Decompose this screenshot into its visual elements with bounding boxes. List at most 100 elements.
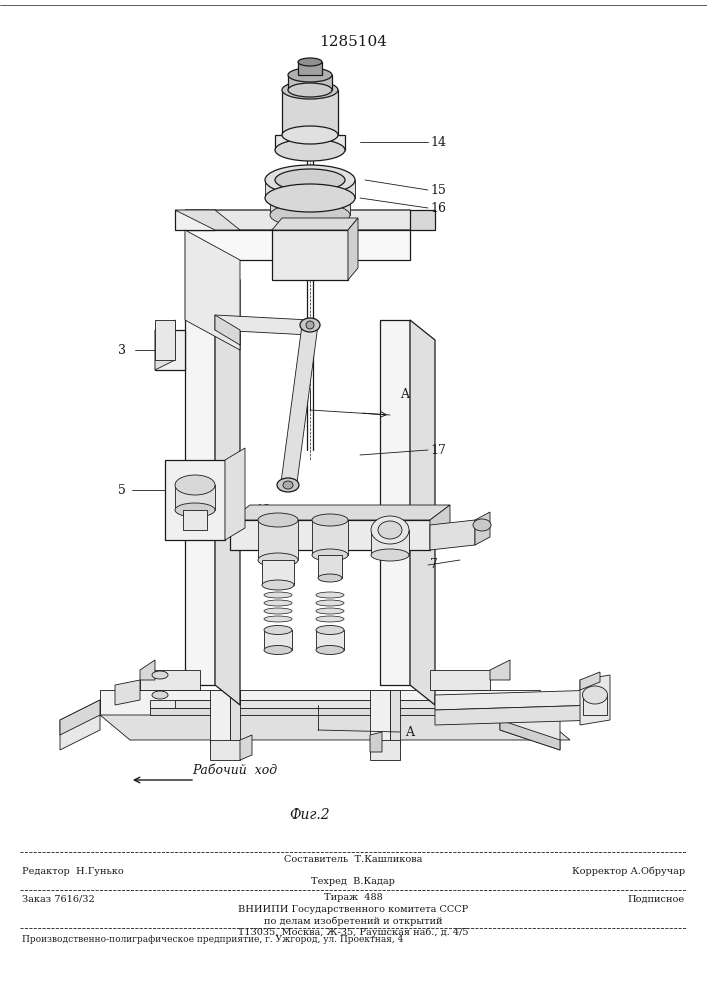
Polygon shape — [430, 670, 490, 690]
Polygon shape — [150, 708, 500, 715]
Polygon shape — [60, 700, 100, 735]
Ellipse shape — [264, 592, 292, 598]
Polygon shape — [140, 670, 200, 690]
Polygon shape — [583, 695, 607, 715]
Polygon shape — [435, 690, 600, 710]
Ellipse shape — [318, 574, 342, 582]
Polygon shape — [215, 315, 240, 345]
Polygon shape — [265, 180, 355, 198]
Text: A: A — [400, 388, 409, 401]
Polygon shape — [264, 630, 292, 650]
Polygon shape — [175, 485, 215, 510]
Ellipse shape — [316, 646, 344, 654]
Polygon shape — [240, 735, 252, 760]
Ellipse shape — [371, 549, 409, 561]
Ellipse shape — [298, 58, 322, 66]
Ellipse shape — [316, 608, 344, 614]
Ellipse shape — [282, 81, 338, 99]
Ellipse shape — [275, 169, 345, 191]
Text: 113035, Москва, Ж-35, Раушская наб., д. 4/5: 113035, Москва, Ж-35, Раушская наб., д. … — [238, 927, 468, 937]
Text: 5: 5 — [118, 484, 126, 496]
Ellipse shape — [316, 626, 344, 635]
Ellipse shape — [152, 671, 168, 679]
Polygon shape — [430, 505, 450, 550]
Ellipse shape — [152, 691, 168, 699]
Polygon shape — [275, 135, 345, 150]
Text: 3: 3 — [118, 344, 126, 357]
Text: Редактор  Н.Гунько: Редактор Н.Гунько — [22, 866, 124, 876]
Ellipse shape — [265, 184, 355, 212]
Polygon shape — [215, 315, 310, 335]
Ellipse shape — [316, 600, 344, 606]
Ellipse shape — [270, 203, 350, 227]
Text: Рабочий  ход: Рабочий ход — [192, 764, 278, 776]
Polygon shape — [280, 325, 318, 490]
Polygon shape — [288, 75, 332, 90]
Ellipse shape — [264, 608, 292, 614]
Text: 6: 6 — [430, 538, 438, 552]
Polygon shape — [272, 218, 358, 230]
Polygon shape — [270, 200, 350, 215]
Polygon shape — [370, 740, 400, 760]
Text: 7: 7 — [430, 558, 438, 572]
Text: Составитель  Т.Кашликова: Составитель Т.Кашликова — [284, 856, 422, 864]
Ellipse shape — [306, 321, 314, 329]
Polygon shape — [230, 520, 430, 550]
Ellipse shape — [473, 519, 491, 531]
Text: Техред  В.Кадар: Техред В.Кадар — [311, 878, 395, 886]
Text: Производственно-полиграфическое предприятие, г. Ужгород, ул. Проектная, 4: Производственно-полиграфическое предприя… — [22, 936, 404, 944]
Text: 11: 11 — [370, 518, 386, 532]
Polygon shape — [210, 690, 230, 745]
Polygon shape — [370, 732, 382, 752]
Ellipse shape — [265, 165, 355, 195]
Polygon shape — [282, 90, 338, 135]
Ellipse shape — [270, 187, 350, 213]
Text: 1285104: 1285104 — [319, 35, 387, 49]
Ellipse shape — [264, 616, 292, 622]
Polygon shape — [371, 530, 409, 555]
Polygon shape — [210, 740, 240, 760]
Polygon shape — [348, 218, 358, 280]
Polygon shape — [230, 505, 450, 520]
Polygon shape — [500, 700, 560, 750]
Polygon shape — [183, 510, 207, 530]
Text: по делам изобретений и открытий: по делам изобретений и открытий — [264, 916, 443, 926]
Polygon shape — [230, 690, 240, 745]
Polygon shape — [185, 230, 410, 260]
Polygon shape — [390, 690, 400, 745]
Text: ВНИИПИ Государственного комитета СССР: ВНИИПИ Государственного комитета СССР — [238, 906, 468, 914]
Polygon shape — [475, 512, 490, 545]
Ellipse shape — [264, 646, 292, 654]
Text: 12: 12 — [255, 504, 271, 516]
Polygon shape — [580, 672, 600, 690]
Polygon shape — [60, 700, 100, 750]
Ellipse shape — [258, 513, 298, 527]
Ellipse shape — [378, 521, 402, 539]
Polygon shape — [258, 520, 298, 560]
Polygon shape — [435, 705, 600, 725]
Polygon shape — [115, 680, 140, 705]
Ellipse shape — [316, 592, 344, 598]
Ellipse shape — [371, 516, 409, 544]
Polygon shape — [185, 230, 240, 350]
Ellipse shape — [264, 600, 292, 606]
Polygon shape — [410, 320, 435, 705]
Polygon shape — [298, 62, 322, 75]
Polygon shape — [225, 448, 245, 540]
Ellipse shape — [583, 686, 607, 704]
Text: Фиг.2: Фиг.2 — [290, 808, 330, 822]
Ellipse shape — [312, 514, 348, 526]
Ellipse shape — [316, 616, 344, 622]
Ellipse shape — [282, 126, 338, 144]
Polygon shape — [318, 555, 342, 578]
Ellipse shape — [275, 139, 345, 161]
Polygon shape — [312, 520, 348, 555]
Text: Тираж  488: Тираж 488 — [324, 894, 382, 902]
Ellipse shape — [288, 83, 332, 97]
Text: Подписное: Подписное — [628, 894, 685, 904]
Polygon shape — [175, 700, 510, 708]
Polygon shape — [175, 210, 240, 230]
Polygon shape — [165, 460, 225, 540]
Text: Корректор А.Обручар: Корректор А.Обручар — [572, 866, 685, 876]
Ellipse shape — [312, 549, 348, 561]
